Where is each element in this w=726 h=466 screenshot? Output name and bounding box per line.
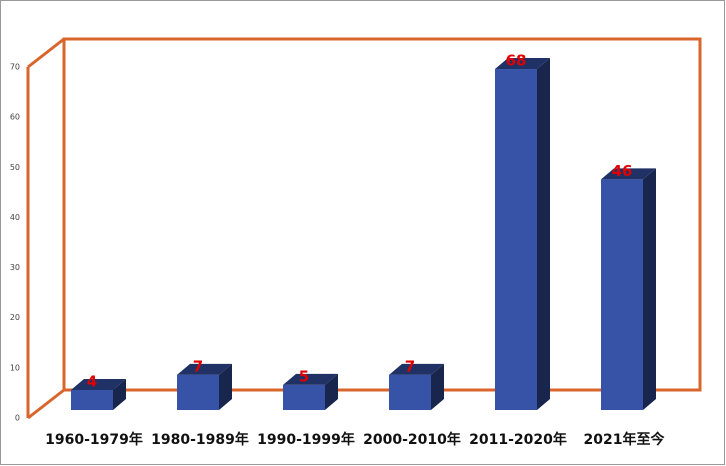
- bar-side: [219, 363, 232, 410]
- bar-top: [71, 378, 126, 390]
- frame: [27, 388, 65, 420]
- bar: [71, 389, 113, 410]
- bar-side: [431, 363, 444, 410]
- y-tick-label: 30: [10, 263, 20, 272]
- value-label: 68: [506, 52, 527, 70]
- frame: [62, 37, 702, 392]
- x-tick-label: 2011-2020年: [469, 431, 567, 448]
- y-tick-label: 50: [10, 163, 20, 172]
- bar-top: [177, 363, 232, 375]
- x-tick-label: 2021年至今: [584, 431, 665, 448]
- bar: [177, 374, 219, 410]
- value-label: 5: [299, 367, 309, 385]
- y-tick-label: 60: [10, 113, 20, 122]
- value-label: 7: [405, 357, 415, 375]
- x-tick-label: 1980-1989年: [151, 431, 249, 448]
- value-label: 46: [612, 162, 633, 180]
- bar-top: [283, 373, 338, 385]
- y-tick-label: 70: [10, 63, 20, 72]
- bar-side: [643, 168, 656, 410]
- bar: [495, 69, 537, 411]
- bar: [601, 179, 643, 410]
- value-label: 7: [193, 357, 203, 375]
- bar: [389, 374, 431, 410]
- y-tick-label: 0: [15, 414, 20, 423]
- value-label: 4: [87, 372, 97, 390]
- x-tick-label: 2000-2010年: [363, 431, 461, 448]
- bar-top: [389, 363, 444, 375]
- y-tick-label: 20: [10, 313, 20, 322]
- bar-side: [113, 378, 126, 410]
- bar-side: [537, 58, 550, 411]
- bar-top: [601, 168, 656, 180]
- frame: [27, 37, 65, 69]
- y-tick-label: 40: [10, 213, 20, 222]
- y-tick-label: 10: [10, 363, 20, 372]
- bar-side: [325, 373, 338, 410]
- bar: [283, 384, 325, 410]
- x-tick-label: 1960-1979年: [45, 431, 143, 448]
- x-tick-label: 1990-1999年: [257, 431, 355, 448]
- bar-top: [495, 58, 550, 70]
